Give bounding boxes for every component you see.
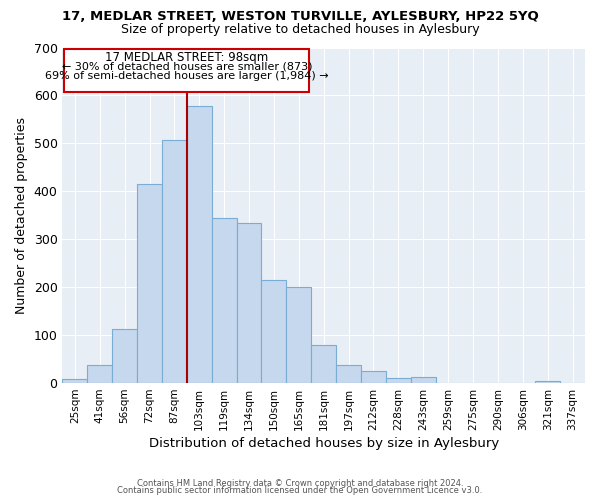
Text: 17, MEDLAR STREET, WESTON TURVILLE, AYLESBURY, HP22 5YQ: 17, MEDLAR STREET, WESTON TURVILLE, AYLE…	[62, 10, 538, 23]
Bar	[535, 380, 560, 383]
X-axis label: Distribution of detached houses by size in Aylesbury: Distribution of detached houses by size …	[149, 437, 499, 450]
Bar	[311, 344, 336, 383]
Bar	[88, 366, 112, 383]
Y-axis label: Number of detached properties: Number of detached properties	[15, 117, 28, 314]
FancyBboxPatch shape	[64, 49, 309, 92]
Bar	[137, 184, 162, 383]
Bar	[212, 218, 236, 383]
Bar	[286, 287, 311, 383]
Text: Contains public sector information licensed under the Open Government Licence v3: Contains public sector information licen…	[118, 486, 482, 495]
Bar	[62, 379, 88, 383]
Bar	[361, 370, 386, 383]
Text: 69% of semi-detached houses are larger (1,984) →: 69% of semi-detached houses are larger (…	[45, 72, 329, 82]
Bar	[112, 330, 137, 383]
Bar	[162, 140, 187, 383]
Bar	[386, 378, 411, 383]
Text: Contains HM Land Registry data © Crown copyright and database right 2024.: Contains HM Land Registry data © Crown c…	[137, 478, 463, 488]
Text: Size of property relative to detached houses in Aylesbury: Size of property relative to detached ho…	[121, 22, 479, 36]
Text: 17 MEDLAR STREET: 98sqm: 17 MEDLAR STREET: 98sqm	[105, 51, 268, 64]
Bar	[262, 280, 286, 383]
Bar	[236, 224, 262, 383]
Bar	[336, 366, 361, 383]
Bar	[411, 377, 436, 383]
Text: ← 30% of detached houses are smaller (873): ← 30% of detached houses are smaller (87…	[62, 62, 312, 72]
Bar	[187, 106, 212, 383]
